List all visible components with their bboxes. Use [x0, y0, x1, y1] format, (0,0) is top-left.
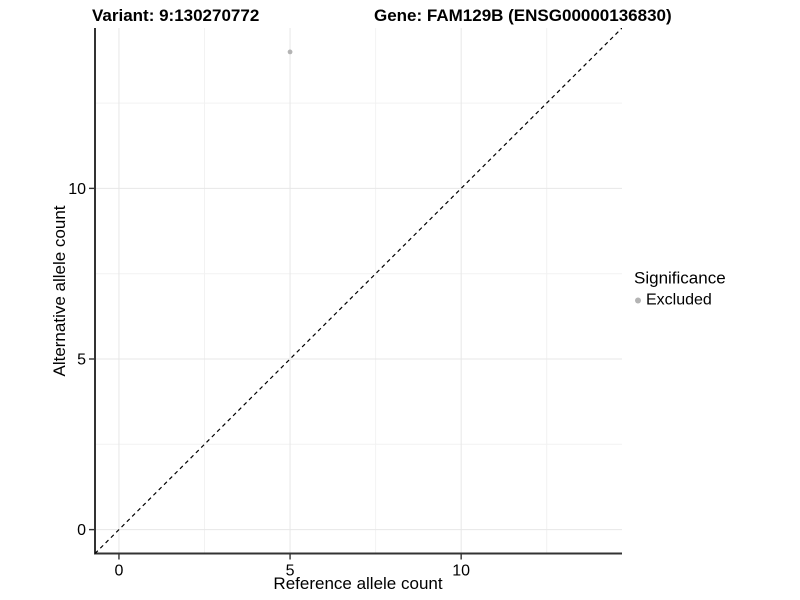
identity-line — [95, 28, 622, 554]
plot-title-gene: Gene: FAM129B (ENSG00000136830) — [374, 6, 672, 25]
data-point — [287, 49, 293, 55]
legend-point-icon — [635, 297, 641, 304]
y-tick-label: 0 — [77, 522, 86, 539]
y-tick-label: 5 — [77, 351, 86, 368]
plot-title-variant: Variant: 9:130270772 — [92, 6, 260, 25]
legend-item-excluded: Excluded — [634, 292, 726, 310]
x-tick-label: 0 — [115, 563, 124, 580]
x-axis-title: Reference allele count — [273, 574, 443, 593]
x-tick-label: 10 — [452, 563, 470, 580]
legend-item-label: Excluded — [646, 291, 712, 309]
legend-title: Significance — [634, 268, 726, 288]
x-tick-label: 5 — [286, 563, 295, 580]
legend: Significance Excluded — [634, 269, 726, 310]
y-tick-label: 10 — [68, 181, 86, 198]
